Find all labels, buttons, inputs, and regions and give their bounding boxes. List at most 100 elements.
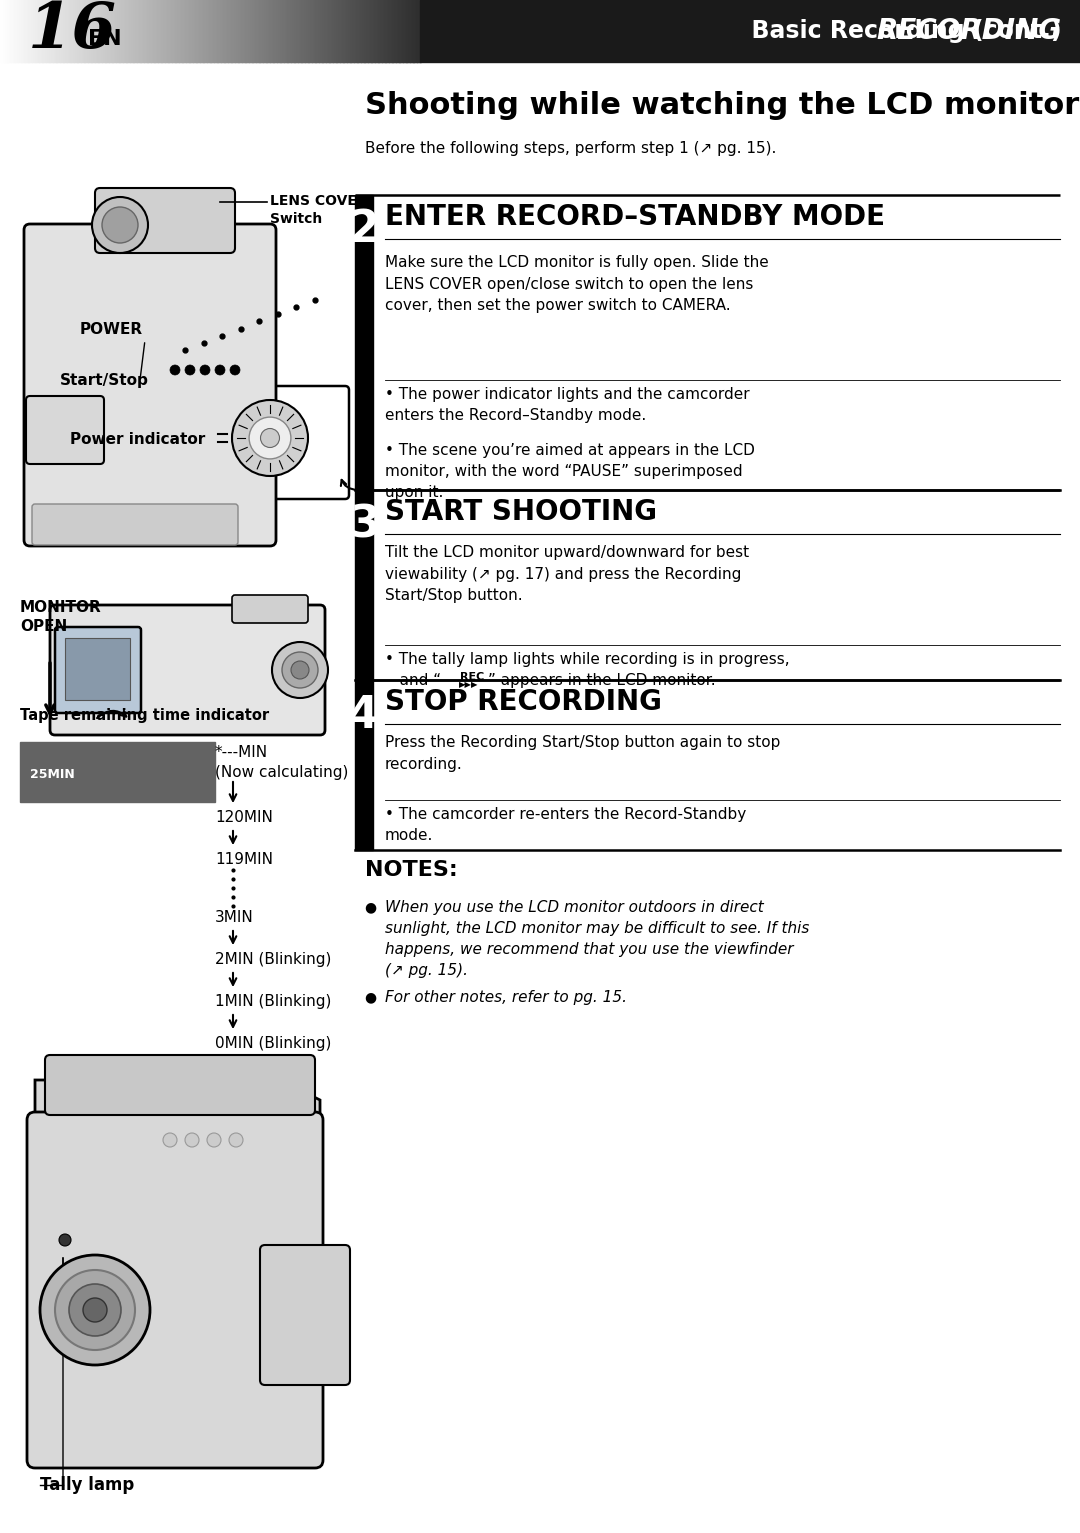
Bar xyxy=(330,0,333,61)
Bar xyxy=(119,0,121,61)
Bar xyxy=(268,0,270,61)
Bar xyxy=(274,0,276,61)
Text: *---MIN
(Now calculating): *---MIN (Now calculating) xyxy=(215,745,349,780)
FancyBboxPatch shape xyxy=(232,595,308,622)
Bar xyxy=(361,0,364,61)
Bar xyxy=(415,0,417,61)
Bar xyxy=(52,0,54,61)
Bar xyxy=(407,0,409,61)
Bar xyxy=(94,0,96,61)
Bar xyxy=(86,0,90,61)
Bar xyxy=(353,0,355,61)
Circle shape xyxy=(291,661,309,679)
Bar xyxy=(198,0,200,61)
Text: 3MIN: 3MIN xyxy=(215,911,254,924)
Bar xyxy=(132,0,134,61)
Bar xyxy=(249,0,252,61)
Text: and “: and “ xyxy=(384,673,441,688)
Bar xyxy=(410,0,413,61)
Bar xyxy=(105,0,107,61)
Bar xyxy=(123,0,125,61)
Text: • The power indicator lights and the camcorder
enters the Record–Standby mode.: • The power indicator lights and the cam… xyxy=(384,386,750,423)
Text: ▶▶▶: ▶▶▶ xyxy=(459,681,478,688)
Bar xyxy=(204,0,206,61)
Bar xyxy=(320,0,322,61)
Bar xyxy=(288,0,291,61)
Bar xyxy=(322,0,324,61)
Bar xyxy=(275,0,279,61)
Bar xyxy=(334,0,336,61)
Bar xyxy=(41,0,43,61)
Bar xyxy=(122,0,124,61)
Bar xyxy=(168,0,171,61)
Bar xyxy=(382,0,384,61)
Bar xyxy=(133,0,135,61)
Circle shape xyxy=(260,429,280,448)
Bar xyxy=(38,0,40,61)
Bar xyxy=(49,0,52,61)
Bar xyxy=(140,0,143,61)
Text: Press the Recording Start/Stop button again to stop
recording.: Press the Recording Start/Stop button ag… xyxy=(384,734,781,771)
Text: 1MIN (Blinking): 1MIN (Blinking) xyxy=(215,993,332,1009)
Bar xyxy=(55,0,57,61)
Bar xyxy=(207,0,210,61)
Bar xyxy=(171,0,173,61)
Bar xyxy=(411,0,414,61)
Bar xyxy=(251,0,253,61)
Bar xyxy=(403,0,406,61)
Bar xyxy=(346,0,348,61)
Bar xyxy=(360,0,362,61)
Bar xyxy=(388,0,390,61)
Bar xyxy=(283,0,285,61)
Bar xyxy=(9,0,11,61)
Bar xyxy=(161,0,163,61)
Text: REC: REC xyxy=(460,671,484,682)
Bar xyxy=(389,0,392,61)
FancyBboxPatch shape xyxy=(50,606,325,734)
Bar xyxy=(240,0,242,61)
Bar xyxy=(392,0,394,61)
Bar xyxy=(395,0,397,61)
Bar xyxy=(231,0,233,61)
Bar xyxy=(165,0,167,61)
Bar xyxy=(43,0,45,61)
Circle shape xyxy=(232,400,308,477)
Bar xyxy=(315,0,318,61)
Bar xyxy=(21,742,215,802)
Bar xyxy=(63,0,66,61)
Bar xyxy=(368,0,370,61)
Bar xyxy=(15,0,17,61)
Bar xyxy=(232,0,234,61)
Bar xyxy=(70,0,72,61)
Bar xyxy=(329,0,332,61)
Bar xyxy=(96,0,99,61)
Bar xyxy=(95,0,97,61)
Bar xyxy=(373,0,375,61)
Bar xyxy=(93,0,95,61)
Bar xyxy=(57,0,59,61)
Bar xyxy=(180,0,183,61)
Bar xyxy=(195,0,199,61)
Text: ENTER RECORD–STANDBY MODE: ENTER RECORD–STANDBY MODE xyxy=(384,202,885,231)
Bar xyxy=(184,0,186,61)
Bar xyxy=(238,0,241,61)
Bar xyxy=(365,0,368,61)
Bar xyxy=(244,0,246,61)
Bar xyxy=(89,0,91,61)
FancyBboxPatch shape xyxy=(24,224,276,546)
Bar xyxy=(235,0,238,61)
Bar xyxy=(260,0,262,61)
Bar xyxy=(28,0,30,61)
Bar xyxy=(241,0,243,61)
Text: EN: EN xyxy=(87,29,122,49)
Bar xyxy=(354,0,356,61)
Bar xyxy=(23,0,25,61)
Bar xyxy=(25,0,28,61)
Circle shape xyxy=(83,1298,107,1321)
Bar xyxy=(65,0,67,61)
Bar xyxy=(270,0,272,61)
Text: When you use the LCD monitor outdoors in direct
sunlight, the LCD monitor may be: When you use the LCD monitor outdoors in… xyxy=(384,900,809,978)
Bar xyxy=(399,0,402,61)
Text: 25MIN: 25MIN xyxy=(30,768,75,780)
Bar xyxy=(31,0,33,61)
